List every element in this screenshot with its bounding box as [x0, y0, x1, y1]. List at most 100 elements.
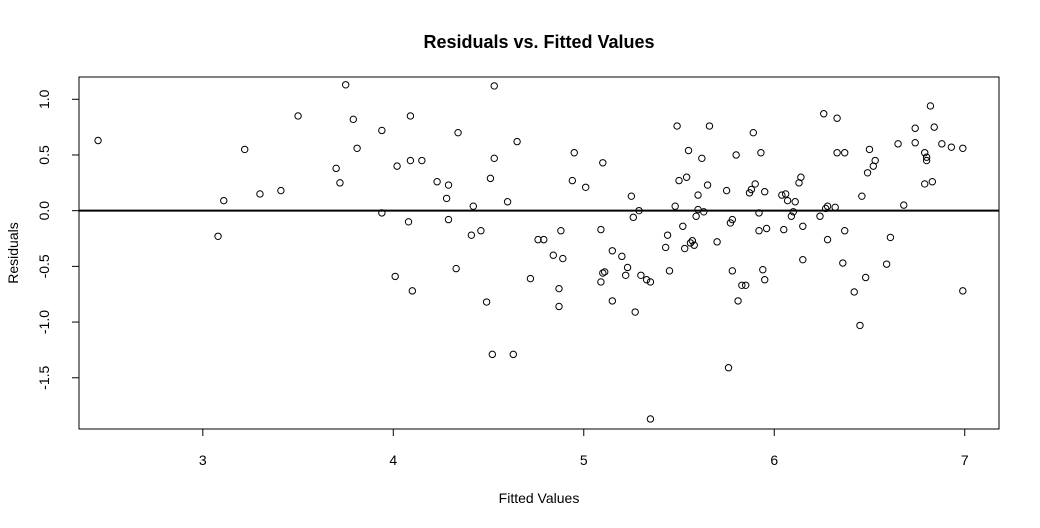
data-point — [642, 276, 651, 284]
data-point — [863, 169, 872, 177]
data-point — [833, 114, 841, 122]
data-point — [418, 156, 426, 165]
data-point — [509, 350, 517, 359]
y-axis-label: Residuals — [5, 222, 21, 283]
data-point — [703, 181, 712, 189]
data-point — [679, 222, 687, 230]
data-point — [621, 271, 630, 279]
data-point — [214, 232, 222, 240]
data-point — [749, 128, 757, 137]
data-point — [503, 198, 512, 206]
data-point — [938, 140, 946, 148]
data-point — [700, 208, 708, 216]
data-point — [722, 186, 731, 195]
data-point — [406, 156, 415, 165]
data-point — [911, 139, 919, 147]
data-point — [454, 128, 462, 137]
data-point — [336, 179, 344, 187]
data-point — [631, 308, 639, 316]
x-tick-label: 3 — [199, 452, 207, 468]
data-point — [488, 350, 497, 359]
data-point — [858, 192, 866, 200]
data-point — [469, 202, 477, 210]
data-point — [833, 149, 841, 157]
data-point — [841, 227, 849, 235]
data-point — [477, 227, 485, 235]
data-point — [378, 126, 386, 135]
data-point — [861, 273, 870, 282]
y-tick-label: -1.0 — [36, 310, 52, 334]
data-point — [608, 247, 617, 255]
data-point — [629, 213, 637, 222]
data-point — [408, 287, 417, 295]
data-point — [728, 215, 737, 224]
data-point — [490, 82, 498, 90]
data-point — [597, 278, 605, 286]
data-point — [682, 173, 691, 181]
plot-frame — [78, 76, 1000, 430]
data-point — [581, 183, 590, 191]
data-point — [755, 227, 763, 235]
data-point — [886, 233, 895, 242]
data-point — [839, 259, 847, 267]
data-point — [623, 263, 632, 272]
data-point — [353, 144, 361, 152]
data-point — [751, 180, 759, 188]
data-point — [663, 231, 672, 239]
x-tick-label: 4 — [389, 452, 397, 468]
data-point — [900, 201, 908, 209]
data-point — [762, 224, 771, 233]
data-point — [277, 186, 285, 195]
data-point — [921, 149, 929, 157]
data-point — [570, 149, 578, 157]
data-point — [690, 241, 698, 249]
data-point — [404, 218, 413, 226]
data-point — [452, 264, 460, 273]
data-point — [759, 266, 767, 274]
data-point — [922, 156, 931, 165]
data-point — [513, 137, 521, 146]
data-point — [675, 176, 683, 185]
data-point — [618, 252, 626, 261]
data-point — [568, 176, 577, 185]
data-point — [789, 208, 797, 216]
data-point — [783, 196, 792, 205]
data-point — [444, 215, 453, 224]
data-point — [821, 204, 830, 213]
x-axis: 3 4 5 6 7 — [199, 428, 969, 468]
data-point — [684, 146, 693, 155]
x-tick-label: 6 — [770, 452, 778, 468]
data-point — [705, 122, 714, 130]
data-point — [540, 235, 548, 244]
data-point — [490, 154, 498, 163]
data-point — [928, 178, 937, 186]
data-point — [947, 143, 956, 151]
data-point — [486, 174, 495, 183]
data-point — [922, 153, 931, 161]
data-point — [534, 235, 542, 244]
data-point — [627, 192, 636, 200]
data-point — [871, 156, 879, 165]
data-point — [823, 235, 832, 244]
data-point — [850, 288, 858, 296]
data-point — [294, 112, 302, 120]
data-point — [256, 190, 264, 198]
data-point — [597, 225, 605, 234]
data-point — [433, 178, 441, 186]
data-point — [797, 173, 805, 181]
data-point — [341, 81, 350, 89]
data-point — [738, 281, 746, 290]
data-point — [911, 124, 919, 132]
data-point — [816, 212, 824, 220]
data-point — [747, 185, 756, 194]
data-point — [741, 281, 750, 290]
data-point — [732, 151, 740, 159]
data-point — [686, 239, 695, 247]
data-point — [673, 122, 681, 130]
data-point — [482, 298, 491, 306]
data-point — [349, 115, 357, 124]
data-point — [555, 302, 563, 311]
data-points — [94, 81, 967, 423]
data-point — [555, 284, 563, 293]
data-point — [865, 145, 874, 154]
